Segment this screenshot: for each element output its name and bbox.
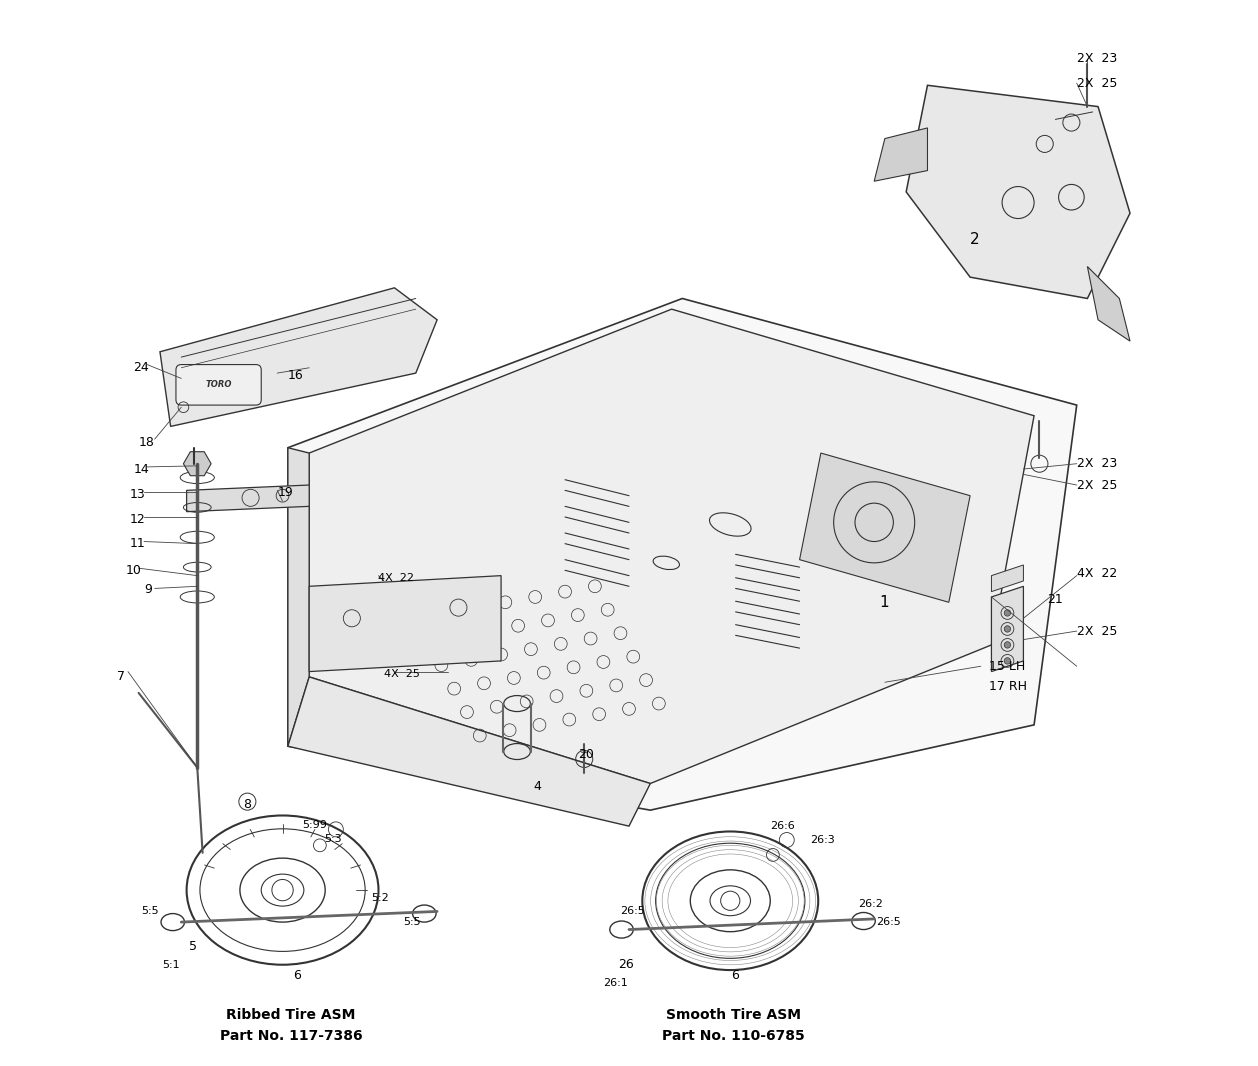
Text: 2: 2 <box>970 232 980 247</box>
Polygon shape <box>1087 266 1130 341</box>
Text: 2X  23: 2X 23 <box>1077 457 1117 470</box>
Text: 4X  22: 4X 22 <box>1077 567 1117 580</box>
Text: 16: 16 <box>288 369 303 382</box>
Circle shape <box>1004 610 1010 616</box>
Text: 26: 26 <box>619 958 634 971</box>
Text: 6: 6 <box>293 969 301 982</box>
Text: TORO: TORO <box>205 381 231 389</box>
Text: Part No. 110-6785: Part No. 110-6785 <box>662 1029 805 1044</box>
Polygon shape <box>874 128 927 181</box>
Text: 21: 21 <box>1047 593 1063 605</box>
Text: 1: 1 <box>879 595 889 610</box>
Polygon shape <box>288 448 309 746</box>
Circle shape <box>1004 626 1010 632</box>
Polygon shape <box>186 485 309 512</box>
Polygon shape <box>800 453 970 602</box>
Text: 7: 7 <box>117 671 126 683</box>
Text: 5:3: 5:3 <box>325 834 342 844</box>
Text: Smooth Tire ASM: Smooth Tire ASM <box>665 1007 801 1022</box>
Text: 5:5: 5:5 <box>403 917 420 927</box>
Text: 26:6: 26:6 <box>770 821 795 831</box>
Polygon shape <box>160 288 437 426</box>
Polygon shape <box>288 677 650 826</box>
Polygon shape <box>184 452 211 475</box>
Polygon shape <box>309 309 1034 784</box>
Text: 18: 18 <box>138 436 155 449</box>
Text: 14: 14 <box>133 463 148 475</box>
Text: 4X  25: 4X 25 <box>384 668 420 679</box>
Text: 2X  23: 2X 23 <box>1077 52 1117 65</box>
Text: 24: 24 <box>133 361 148 374</box>
Text: 26:2: 26:2 <box>858 899 883 909</box>
Text: 2X  25: 2X 25 <box>1077 479 1117 491</box>
Circle shape <box>1004 658 1010 664</box>
Text: 15 LH: 15 LH <box>989 660 1025 673</box>
Text: 8: 8 <box>243 798 252 811</box>
Text: Ribbed Tire ASM: Ribbed Tire ASM <box>226 1007 356 1022</box>
Text: 5: 5 <box>189 940 196 953</box>
Text: 5:99: 5:99 <box>302 820 327 830</box>
Text: 5:2: 5:2 <box>371 892 389 903</box>
Circle shape <box>1004 642 1010 648</box>
FancyBboxPatch shape <box>176 365 262 405</box>
Text: 20: 20 <box>577 748 594 761</box>
Text: 6: 6 <box>731 969 740 982</box>
Text: 19: 19 <box>277 486 293 499</box>
Polygon shape <box>906 85 1130 298</box>
Text: 5:5: 5:5 <box>141 906 159 917</box>
Polygon shape <box>288 298 1077 810</box>
Text: 9: 9 <box>143 583 152 596</box>
Text: 26:5: 26:5 <box>877 917 901 927</box>
Text: 26:3: 26:3 <box>810 835 835 845</box>
Text: 2X  25: 2X 25 <box>1077 625 1117 637</box>
Polygon shape <box>991 586 1024 672</box>
Text: 26:5: 26:5 <box>620 906 645 917</box>
Polygon shape <box>309 576 501 672</box>
Text: 4: 4 <box>533 780 541 793</box>
Polygon shape <box>991 565 1024 592</box>
Text: 12: 12 <box>130 513 146 526</box>
Text: 4X  22: 4X 22 <box>379 572 414 583</box>
Text: 17 RH: 17 RH <box>989 680 1028 693</box>
Text: Part No. 117-7386: Part No. 117-7386 <box>220 1029 362 1044</box>
Text: 2X  25: 2X 25 <box>1077 77 1117 90</box>
Text: 11: 11 <box>130 537 146 550</box>
Text: 13: 13 <box>130 488 146 501</box>
Text: 10: 10 <box>126 564 142 577</box>
Text: 26:1: 26:1 <box>604 978 628 988</box>
Text: 5:1: 5:1 <box>162 959 180 970</box>
